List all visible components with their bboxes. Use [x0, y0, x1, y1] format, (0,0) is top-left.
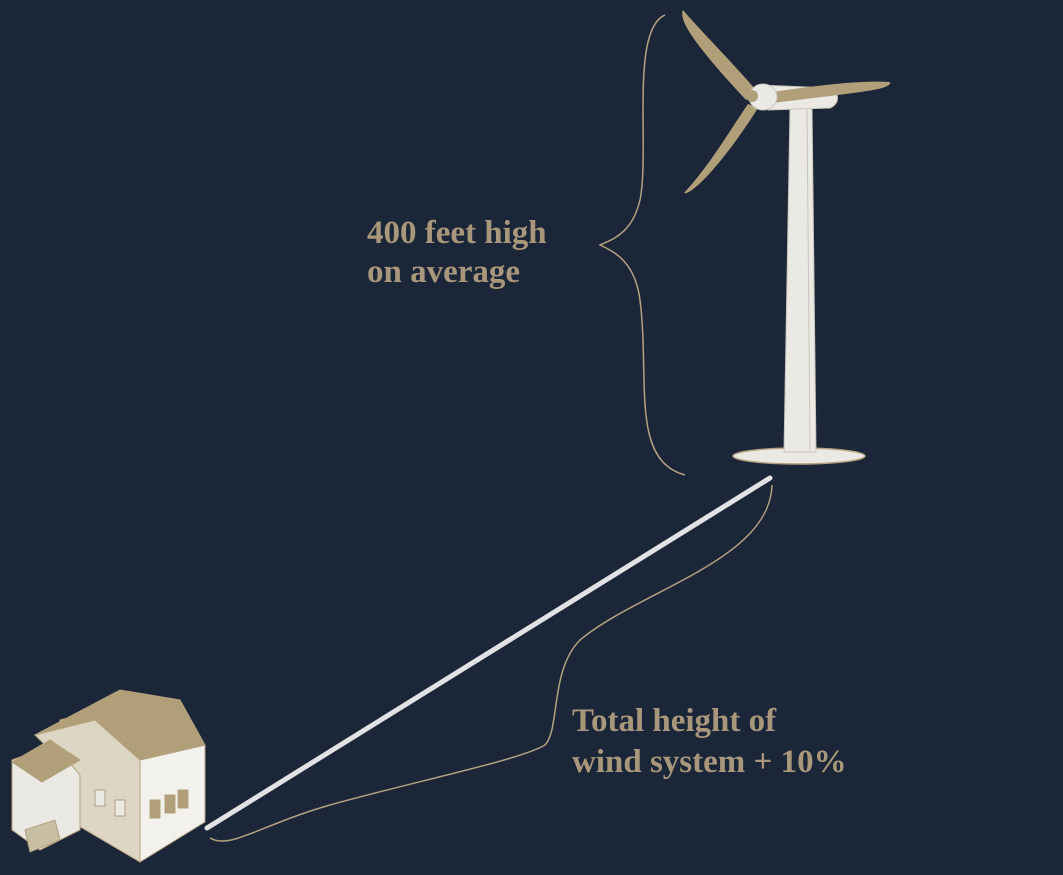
- setback-label-line: Total height of: [572, 703, 777, 739]
- wind-turbine: [682, 10, 891, 465]
- setback-brace: [209, 484, 773, 842]
- height-label-line: on average: [367, 254, 520, 290]
- height-label-line: 400 feet high: [367, 215, 547, 251]
- setback-line: [204, 475, 773, 831]
- height-brace: [598, 14, 686, 476]
- setback-label-line: wind system + 10%: [572, 744, 847, 780]
- house: [11, 689, 206, 863]
